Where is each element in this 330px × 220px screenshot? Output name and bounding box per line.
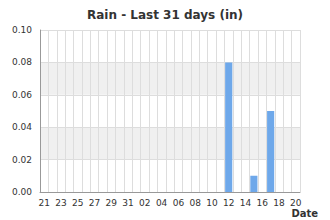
svg-text:25: 25 <box>72 198 83 208</box>
svg-text:04: 04 <box>156 198 168 208</box>
svg-text:0.02: 0.02 <box>12 155 32 165</box>
svg-text:29: 29 <box>106 198 118 208</box>
svg-text:Rain - Last 31 days (in): Rain - Last 31 days (in) <box>87 8 243 22</box>
svg-text:0.08: 0.08 <box>12 57 32 67</box>
svg-text:23: 23 <box>55 198 66 208</box>
svg-text:02: 02 <box>139 198 150 208</box>
svg-text:16: 16 <box>257 198 269 208</box>
svg-text:21: 21 <box>38 198 49 208</box>
svg-text:12: 12 <box>223 198 234 208</box>
svg-text:0.06: 0.06 <box>12 90 32 100</box>
svg-text:06: 06 <box>173 198 185 208</box>
svg-text:18: 18 <box>273 198 285 208</box>
svg-text:27: 27 <box>89 198 100 208</box>
svg-text:31: 31 <box>122 198 133 208</box>
svg-text:08: 08 <box>189 198 201 208</box>
svg-text:20: 20 <box>290 198 302 208</box>
svg-text:0.00: 0.00 <box>12 187 32 197</box>
svg-text:14: 14 <box>240 198 252 208</box>
svg-text:0.04: 0.04 <box>12 122 32 132</box>
svg-text:Date: Date <box>291 208 318 219</box>
svg-text:10: 10 <box>206 198 218 208</box>
svg-text:0.10: 0.10 <box>12 25 32 35</box>
